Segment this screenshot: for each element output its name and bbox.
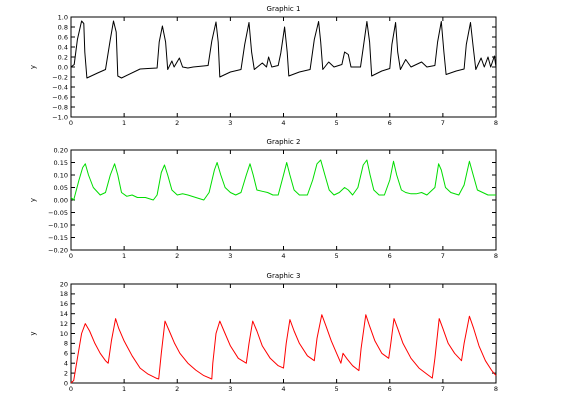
plot-frame — [70, 149, 497, 251]
y-tick-label: 1.0 — [58, 13, 68, 21]
y-tick-label: 16 — [60, 300, 68, 308]
y-tick-label: 0.10 — [54, 171, 68, 179]
x-tick-label: 2 — [175, 252, 179, 260]
x-tick-label: 1 — [122, 119, 126, 127]
y-tick-label: 0.20 — [54, 146, 68, 154]
y-tick-label: −0.15 — [48, 234, 68, 242]
y-tick-label: 12 — [60, 320, 68, 328]
x-tick-label: 5 — [335, 119, 339, 127]
y-tick-label: 20 — [60, 280, 68, 288]
y-tick-label: −0.8 — [52, 103, 68, 111]
panel-graphic-1: Graphic 1 y −1.0 −0.8 −0.6 −0.4 −0.2 0.0 0.2 0.4 0… — [29, 5, 498, 127]
y-axis-label: y — [29, 65, 37, 69]
y-tick-label: 10 — [60, 330, 68, 338]
panel-graphic-2: Graphic 2 y −0.20 −0.15 −0.10 −0.05 0.00 0.05 0.… — [29, 138, 498, 260]
x-tick-label: 3 — [228, 119, 232, 127]
y-tick-label: 0.15 — [54, 159, 68, 167]
y-tick-label: 0.8 — [58, 23, 68, 31]
data-series-line — [70, 20, 497, 79]
x-tick-label: 6 — [388, 252, 392, 260]
y-tick-label: 2 — [64, 369, 68, 377]
x-tick-label: 5 — [335, 252, 339, 260]
y-tick-label: 0.0 — [58, 63, 68, 71]
y-tick-label: 14 — [60, 310, 68, 318]
y-tick-label: −0.2 — [52, 73, 68, 81]
y-axis-label: y — [29, 198, 37, 202]
x-tick-label: 4 — [281, 119, 285, 127]
y-tick-label: 0.00 — [54, 196, 68, 204]
y-tick-label: 0.4 — [58, 43, 68, 51]
x-tick-label: 0 — [69, 385, 73, 393]
x-tick-label: 7 — [441, 252, 445, 260]
y-tick-label: 0.2 — [58, 53, 68, 61]
x-tick-label: 6 — [388, 119, 392, 127]
x-tick-label: 7 — [441, 119, 445, 127]
y-axis-label: y — [29, 331, 37, 335]
y-tick-label: 0.05 — [54, 184, 68, 192]
y-tick-label: 0.6 — [58, 33, 68, 41]
chart-title: Graphic 3 — [267, 272, 301, 280]
y-tick-label: −0.4 — [52, 83, 68, 91]
x-tick-label: 4 — [281, 385, 285, 393]
data-series-line — [70, 314, 497, 384]
y-tick-label: 0 — [64, 379, 68, 387]
y-tick-label: −0.6 — [52, 93, 68, 101]
x-tick-label: 8 — [494, 252, 498, 260]
x-tick-label: 8 — [494, 385, 498, 393]
chart-title: Graphic 2 — [267, 138, 301, 146]
x-tick-label: 2 — [175, 385, 179, 393]
x-tick-label: 3 — [228, 385, 232, 393]
y-tick-label: 8 — [64, 340, 68, 348]
x-tick-label: 6 — [388, 385, 392, 393]
data-series-line — [70, 159, 496, 201]
y-tick-label: −1.0 — [52, 113, 68, 121]
y-tick-label: 6 — [64, 350, 68, 358]
x-tick-label: 1 — [122, 385, 126, 393]
x-tick-label: 1 — [122, 252, 126, 260]
chart-title: Graphic 1 — [267, 5, 301, 13]
y-tick-label: −0.05 — [48, 209, 68, 217]
x-tick-label: 2 — [175, 119, 179, 127]
y-tick-label: 4 — [64, 360, 68, 368]
x-tick-label: 5 — [335, 385, 339, 393]
x-tick-label: 7 — [441, 385, 445, 393]
y-tick-label: 18 — [60, 290, 68, 298]
x-tick-label: 3 — [228, 252, 232, 260]
x-tick-label: 8 — [494, 119, 498, 127]
x-tick-label: 0 — [69, 119, 73, 127]
y-tick-label: −0.20 — [48, 246, 68, 254]
y-tick-label: −0.10 — [48, 221, 68, 229]
x-tick-label: 0 — [69, 252, 73, 260]
x-tick-label: 4 — [281, 252, 285, 260]
